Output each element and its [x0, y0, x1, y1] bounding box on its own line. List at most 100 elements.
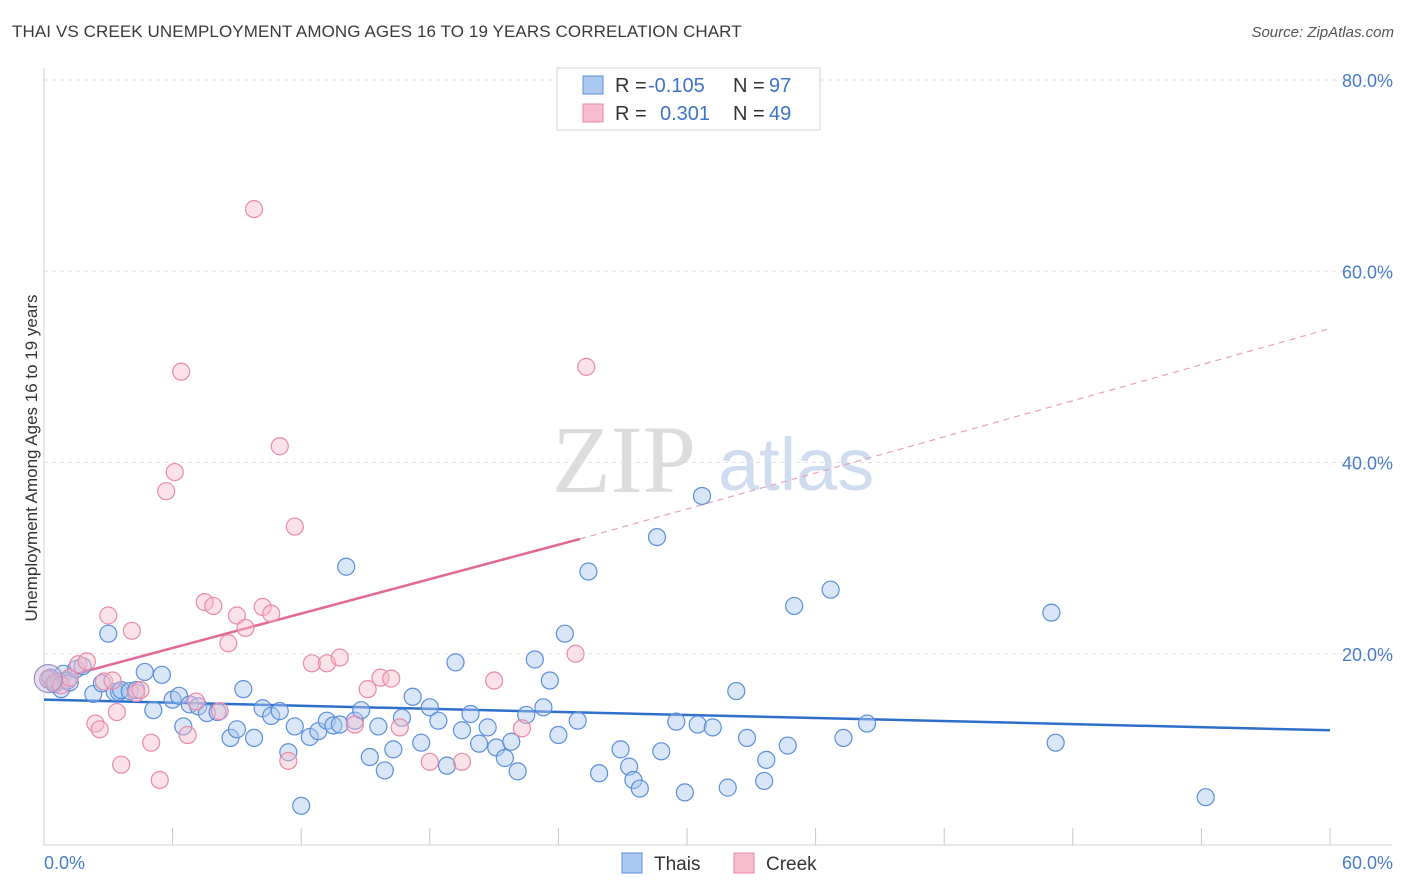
- point-creek: [187, 692, 206, 711]
- point-creek: [262, 604, 281, 623]
- point-thais: [757, 750, 776, 769]
- point-thais: [517, 705, 536, 725]
- y-tick-labels: 20.0% 40.0% 60.0% 80.0%: [1342, 71, 1393, 665]
- legend-r-label-creek: R =: [615, 103, 647, 125]
- legend-n-value-creek: 49: [769, 103, 791, 125]
- point-thais: [620, 757, 639, 776]
- point-creek: [60, 668, 79, 687]
- point-thais: [737, 728, 757, 748]
- watermark-atlas: atlas: [718, 423, 874, 506]
- point-creek: [107, 702, 126, 722]
- y-tick-label: 80.0%: [1342, 71, 1393, 91]
- point-creek: [195, 593, 214, 612]
- point-thais: [285, 717, 304, 736]
- y-axis-label: Unemployment Among Ages 16 to 19 years: [22, 295, 41, 622]
- point-creek: [103, 671, 122, 690]
- bottom-legend-swatch-creek: [733, 852, 755, 874]
- point-creek: [566, 644, 585, 663]
- point-thais: [525, 650, 544, 669]
- point-thais: [345, 711, 364, 730]
- grid: [44, 79, 1392, 655]
- point-thais: [375, 761, 394, 780]
- point-thais: [437, 756, 457, 775]
- point-thais: [452, 721, 472, 740]
- point-creek: [270, 437, 289, 456]
- point-thais: [1046, 733, 1065, 752]
- point-thais: [630, 779, 649, 798]
- point-creek: [485, 671, 504, 690]
- point-thais: [174, 717, 193, 736]
- point-thais: [429, 711, 448, 730]
- point-thais: [1196, 788, 1215, 807]
- point-thais: [337, 557, 356, 576]
- point-thais: [834, 728, 853, 748]
- point-creek: [210, 702, 229, 721]
- y-tick-label: 60.0%: [1342, 262, 1393, 282]
- point-thais: [227, 720, 246, 739]
- point-creek: [112, 755, 131, 774]
- point-thais: [857, 714, 877, 733]
- point-creek: [219, 634, 238, 653]
- point-thais: [469, 734, 489, 753]
- point-thais: [292, 796, 311, 815]
- point-thais: [152, 665, 171, 684]
- trendline-thais: [43, 698, 1331, 732]
- trendlines: [43, 328, 1331, 732]
- point-thais: [590, 764, 609, 783]
- point-thais: [420, 698, 439, 717]
- point-creek: [577, 357, 596, 376]
- point-thais: [508, 762, 527, 781]
- point-creek: [382, 669, 401, 688]
- legend-r-value-thais: -0.105: [648, 75, 705, 97]
- trendline-creek-extension: [579, 328, 1331, 540]
- point-creek: [131, 680, 150, 700]
- point-thais: [502, 732, 521, 751]
- point-thais: [234, 680, 253, 699]
- point-thais: [144, 701, 163, 720]
- point-thais: [412, 733, 431, 752]
- series-legend: Thais Creek: [621, 852, 817, 875]
- point-creek: [358, 680, 377, 699]
- point-thais: [692, 486, 712, 506]
- point-creek: [33, 664, 63, 694]
- bottom-legend-swatch-thais: [621, 852, 643, 874]
- point-thais: [540, 671, 559, 690]
- bottom-legend-label-thais: Thais: [654, 854, 700, 875]
- point-creek: [512, 719, 532, 738]
- point-thais: [688, 715, 707, 734]
- point-thais: [99, 624, 118, 643]
- chart-title: THAI VS CREEK UNEMPLOYMENT AMONG AGES 16…: [12, 22, 742, 41]
- point-thais: [324, 716, 343, 735]
- y-tick-label: 40.0%: [1342, 454, 1393, 474]
- point-thais: [369, 717, 388, 736]
- point-creek: [420, 752, 439, 771]
- point-creek: [157, 482, 176, 501]
- source-label: Source: ZipAtlas.com: [1251, 24, 1394, 41]
- point-creek: [122, 621, 141, 640]
- point-thais: [244, 728, 264, 748]
- point-creek: [279, 751, 298, 770]
- legend-n-label-thais: N =: [733, 75, 765, 97]
- point-creek: [165, 462, 184, 482]
- point-thais: [647, 527, 667, 547]
- legend-n-value-thais: 97: [769, 75, 791, 97]
- point-thais: [675, 783, 694, 802]
- trendline-creek: [43, 537, 581, 684]
- series-thais-points: [39, 486, 1215, 815]
- watermark-zip: ZIP: [552, 406, 696, 513]
- x-tick-label-max: 60.0%: [1342, 853, 1393, 873]
- legend-swatch-thais: [582, 75, 604, 95]
- point-thais: [534, 698, 553, 717]
- point-creek: [285, 517, 304, 536]
- point-creek: [204, 596, 223, 616]
- point-creek: [452, 752, 472, 771]
- point-thais: [718, 778, 737, 797]
- point-thais: [821, 580, 840, 599]
- legend-r-label-thais: R =: [615, 75, 647, 97]
- bottom-legend-label-creek: Creek: [766, 854, 817, 875]
- point-creek: [150, 770, 169, 790]
- correlation-legend: R = -0.105 N = 97 R = 0.301 N = 49: [556, 67, 821, 131]
- axes: [43, 68, 1392, 846]
- point-creek: [330, 648, 349, 667]
